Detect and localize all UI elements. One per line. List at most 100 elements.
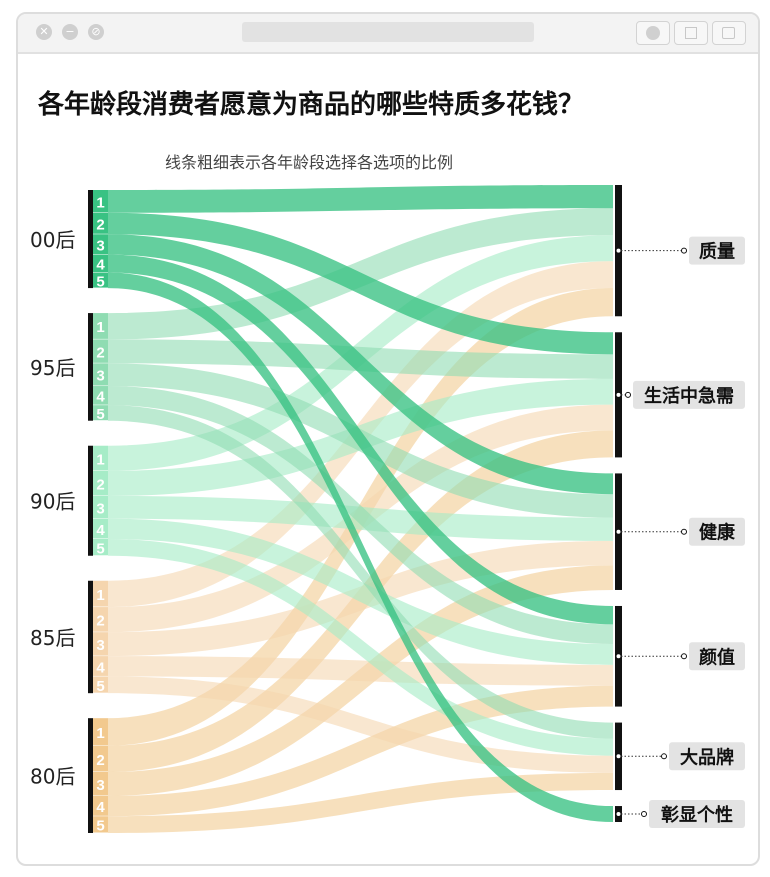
- target-label: 大品牌: [680, 746, 734, 768]
- rank-band: [93, 254, 108, 273]
- sankey-links: [108, 185, 613, 833]
- rank-label: 3: [96, 368, 104, 385]
- rank-label: 5: [96, 273, 104, 290]
- sankey-link: [108, 185, 613, 213]
- rank-band: [93, 272, 108, 289]
- rank-band: [93, 539, 108, 556]
- rank-label: 2: [96, 216, 104, 233]
- sankey-link: [108, 254, 613, 625]
- source-node-bar: [88, 313, 93, 421]
- leader-dot: [615, 653, 622, 660]
- target-label: 质量: [699, 241, 735, 263]
- source-label: 95后: [30, 356, 75, 380]
- rank-label: 5: [96, 540, 104, 557]
- rank-label: 3: [96, 637, 104, 654]
- rank-band: [93, 676, 108, 694]
- source-label: 80后: [30, 765, 75, 789]
- leader-dot: [661, 753, 667, 760]
- rank-label: 2: [96, 344, 104, 361]
- rank-band: [93, 518, 108, 540]
- rank-label: 2: [96, 752, 104, 769]
- source-node-bar: [88, 190, 93, 289]
- chart-title: 各年龄段消费者愿意为商品的哪些特质多花钱？: [38, 90, 585, 120]
- leader-dot: [681, 528, 687, 535]
- share-icon[interactable]: [674, 21, 708, 45]
- leader-dot: [615, 528, 622, 535]
- maximize-icon[interactable]: ⊘: [88, 24, 104, 40]
- rank-label: 5: [96, 406, 104, 423]
- rank-band: [93, 363, 108, 387]
- rank-label: 3: [96, 237, 104, 254]
- address-bar[interactable]: [242, 22, 534, 42]
- target-label-box: [689, 236, 745, 265]
- window-titlebar: ✕ − ⊘: [18, 14, 758, 54]
- rank-label: 2: [96, 476, 104, 493]
- sankey-link: [108, 386, 613, 645]
- copy-icon[interactable]: [712, 21, 746, 45]
- leader-dot: [615, 247, 622, 254]
- chart-subtitle: 线条粗细表示各年龄段选择各选项的比例: [165, 153, 454, 172]
- target-label: 健康: [699, 522, 736, 544]
- rank-label: 1: [96, 319, 104, 336]
- rank-band: [93, 470, 108, 496]
- rank-band: [93, 607, 108, 633]
- sankey-link: [108, 539, 613, 756]
- target-label: 生活中急需: [644, 385, 734, 407]
- sankey-link: [108, 685, 613, 817]
- rank-label: 4: [96, 389, 105, 406]
- rank-band: [93, 495, 108, 519]
- sankey-link: [108, 405, 613, 739]
- leader-dot: [615, 753, 622, 760]
- target-label-box: [633, 380, 745, 409]
- source-label: 85后: [30, 626, 75, 650]
- rank-label: 4: [96, 257, 105, 274]
- rank-label: 1: [96, 725, 104, 742]
- rank-band: [93, 445, 108, 471]
- sankey-link: [108, 234, 613, 495]
- record-icon[interactable]: [636, 21, 670, 45]
- target-label-box: [649, 800, 745, 829]
- rank-band: [93, 212, 108, 235]
- source-label: 90后: [30, 490, 75, 514]
- source-node-bar: [88, 445, 93, 556]
- source-node-bar: [88, 580, 93, 694]
- rank-band: [93, 656, 108, 677]
- rank-band: [93, 339, 108, 364]
- close-icon[interactable]: ✕: [36, 24, 52, 40]
- sankey-link: [108, 212, 613, 355]
- rank-band: [93, 718, 108, 746]
- target-label-box: [689, 642, 745, 671]
- rank-band: [93, 745, 108, 773]
- leader-dot: [625, 391, 631, 398]
- rank-label: 4: [96, 659, 105, 676]
- leader-dot: [615, 811, 622, 818]
- source-label: 00后: [30, 228, 75, 252]
- rank-label: 1: [96, 194, 104, 211]
- rank-band: [93, 772, 108, 796]
- leader-dot: [681, 247, 687, 254]
- sankey-link: [108, 272, 613, 822]
- sankey-link: [108, 518, 613, 665]
- leader-dot: [641, 811, 647, 818]
- rank-band: [93, 795, 108, 817]
- source-node-bar: [88, 718, 93, 833]
- rank-label: 1: [96, 451, 104, 468]
- rank-band: [93, 580, 108, 608]
- sankey-link: [108, 676, 613, 773]
- rank-label: 4: [96, 799, 105, 816]
- rank-label: 1: [96, 587, 104, 604]
- sankey-link: [108, 656, 613, 686]
- rank-label: 2: [96, 613, 104, 630]
- rank-band: [93, 816, 108, 833]
- minimize-icon[interactable]: −: [62, 24, 78, 40]
- rank-band: [93, 313, 108, 340]
- rank-band: [93, 632, 108, 657]
- rank-label: 5: [96, 678, 104, 695]
- rank-band: [93, 386, 108, 406]
- target-label-box: [689, 517, 745, 546]
- leader-dot: [681, 653, 687, 660]
- rank-band: [93, 405, 108, 421]
- sankey-link: [108, 772, 613, 833]
- rank-label: 3: [96, 777, 104, 794]
